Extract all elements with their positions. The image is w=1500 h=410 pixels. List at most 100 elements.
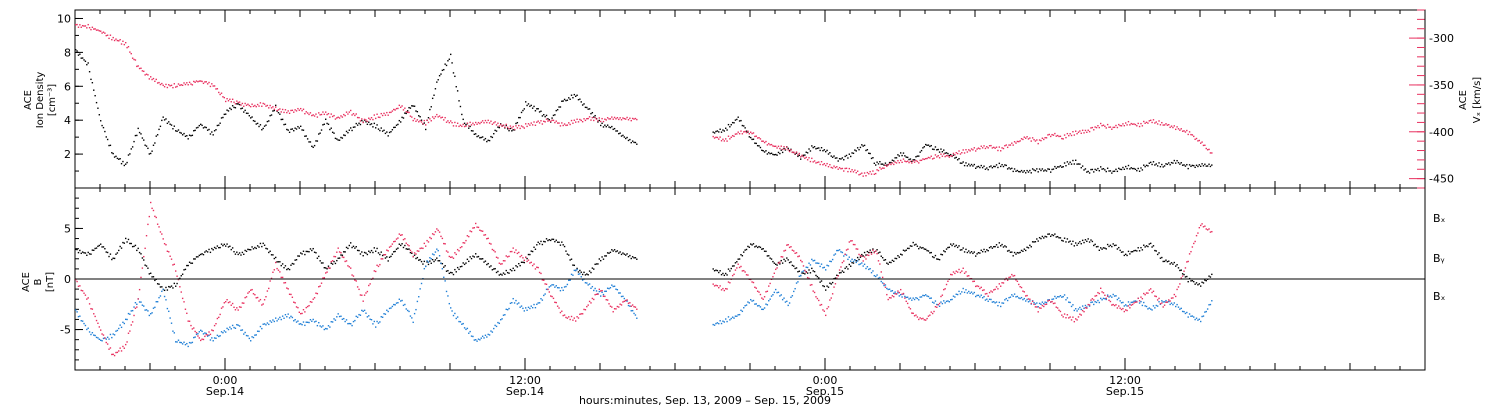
x-tick-date-label: Sep.14 xyxy=(506,385,544,398)
bx-point xyxy=(315,252,317,254)
vx-point xyxy=(843,170,845,172)
ion-density-point xyxy=(743,125,745,127)
vx-point xyxy=(895,162,898,164)
by-point xyxy=(734,315,737,317)
by-point xyxy=(337,313,339,315)
bz-point xyxy=(833,286,835,288)
vx-point xyxy=(1120,125,1123,127)
vx-point xyxy=(734,133,737,135)
by-point xyxy=(1120,302,1123,304)
bz-point xyxy=(590,302,592,304)
by-point xyxy=(225,331,227,333)
vx-point xyxy=(1048,133,1051,136)
ion-density-point xyxy=(122,160,124,163)
bx-point xyxy=(1006,250,1009,252)
bx-point xyxy=(137,247,139,250)
bx-point xyxy=(931,256,934,258)
by-point xyxy=(555,285,557,287)
bx-point xyxy=(886,262,888,264)
bx-point xyxy=(612,250,614,252)
ion-density-point xyxy=(206,129,209,131)
ion-density-point xyxy=(379,129,381,132)
ion-density-point xyxy=(344,134,346,137)
by-point xyxy=(1029,300,1031,302)
bz-point xyxy=(958,268,960,271)
bz-point xyxy=(609,305,612,307)
bz-point xyxy=(890,297,892,299)
by-point xyxy=(563,286,566,288)
vx-point xyxy=(1004,145,1006,147)
bz-point xyxy=(480,230,482,232)
bz-point xyxy=(441,237,444,240)
vx-point xyxy=(345,111,348,113)
bx-point xyxy=(504,273,506,275)
vx-point xyxy=(133,58,135,61)
ion-density-point xyxy=(398,119,401,122)
bz-point xyxy=(908,306,910,309)
by-point xyxy=(416,300,419,303)
bx-point xyxy=(1095,246,1098,248)
by-point xyxy=(120,326,123,329)
by-point xyxy=(451,310,453,312)
bx-point xyxy=(784,260,787,262)
vx-point xyxy=(322,111,324,113)
vx-point xyxy=(109,34,112,36)
bx-point xyxy=(586,273,588,275)
ion-density-point xyxy=(97,107,99,109)
ion-density-point xyxy=(963,164,966,167)
ion-density-point xyxy=(105,136,107,138)
by-point xyxy=(1036,302,1038,304)
bx-point xyxy=(559,244,562,246)
ion-density-point xyxy=(850,155,852,158)
vx-point xyxy=(870,173,873,175)
vx-point xyxy=(527,123,530,125)
by-point xyxy=(954,296,956,298)
ion-density-point xyxy=(237,103,239,105)
bx-point xyxy=(238,252,241,254)
by-point xyxy=(1138,302,1141,304)
vx-point xyxy=(766,144,769,146)
bx-point xyxy=(1019,251,1021,254)
bx-point xyxy=(909,245,912,247)
bz-point xyxy=(997,288,999,290)
bz-point xyxy=(741,270,744,272)
by-point xyxy=(558,287,560,289)
by-point xyxy=(900,293,902,296)
ion-density-point xyxy=(959,162,962,164)
vx-point xyxy=(958,150,960,152)
vx-point xyxy=(618,118,620,121)
by-point xyxy=(876,274,878,276)
bz-point xyxy=(77,285,80,288)
ion-density-point xyxy=(808,148,810,150)
bz-point xyxy=(505,255,507,257)
by-point xyxy=(1002,302,1005,304)
bx-point xyxy=(956,246,959,249)
by-point xyxy=(998,301,1001,304)
ion-density-point xyxy=(1000,165,1002,168)
by-point xyxy=(255,334,257,336)
by-point xyxy=(83,322,85,325)
bz-point xyxy=(619,303,621,305)
vx-point xyxy=(447,120,449,122)
ion-density-point xyxy=(893,160,895,162)
ion-density-point xyxy=(151,150,153,152)
by-point xyxy=(273,320,276,323)
by-point xyxy=(459,321,462,323)
bz-point xyxy=(584,309,587,311)
ion-density-point xyxy=(980,164,982,167)
bz-point xyxy=(1104,294,1106,297)
ion-density-point xyxy=(234,107,237,109)
bx-point xyxy=(1038,236,1041,239)
bx-point xyxy=(1116,248,1119,250)
ion-density-point xyxy=(384,132,387,135)
bx-point xyxy=(973,251,976,253)
vx-point xyxy=(570,119,573,122)
vx-point xyxy=(1188,131,1191,133)
ion-density-point xyxy=(1109,170,1112,172)
bz-point xyxy=(777,262,780,264)
by-point xyxy=(343,317,345,320)
ion-density-point xyxy=(922,147,924,149)
vx-point xyxy=(186,82,188,84)
bx-point xyxy=(848,263,851,266)
vx-point xyxy=(620,119,623,121)
